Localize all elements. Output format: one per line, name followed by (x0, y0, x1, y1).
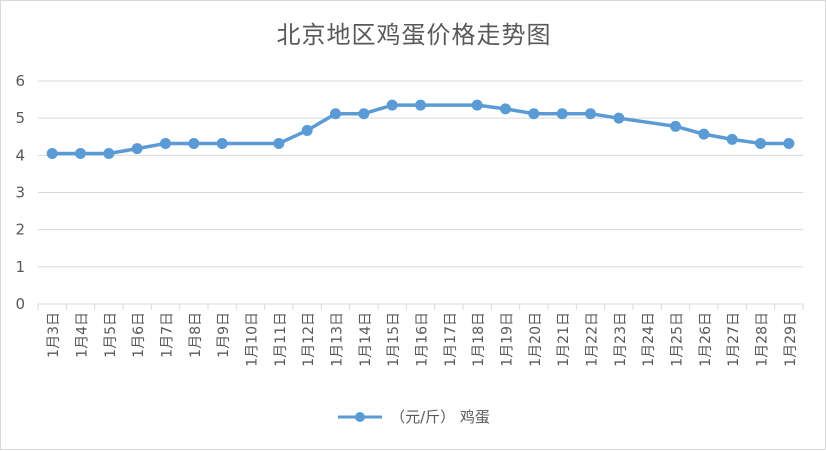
x-tick-label: 1月18日 (471, 312, 487, 367)
data-point (726, 133, 738, 145)
data-point (528, 108, 540, 120)
x-tick-label: 1月14日 (358, 312, 374, 367)
x-tick-label: 1月5日 (103, 312, 119, 358)
data-point (585, 108, 596, 120)
data-point (670, 120, 681, 132)
data-point (783, 137, 795, 149)
x-tick-label: 1月4日 (75, 312, 91, 358)
data-point (46, 147, 58, 159)
y-tick-label: 5 (15, 109, 25, 127)
data-point (330, 108, 341, 120)
y-tick-label: 3 (15, 184, 25, 202)
data-point (755, 137, 766, 149)
x-tick-label: 1月12日 (301, 312, 317, 367)
chart-title: 北京地区鸡蛋价格走势图 (276, 21, 552, 49)
data-point (471, 99, 483, 111)
data-point (301, 124, 313, 136)
data-point (216, 137, 228, 149)
data-point (188, 137, 200, 149)
legend-marker-icon (338, 411, 383, 422)
data-point (75, 147, 86, 159)
data-point (273, 137, 285, 149)
x-tick-label: 1月20日 (528, 312, 544, 367)
legend-label: （元/斤） 鸡蛋 (390, 408, 490, 426)
x-tick-label: 1月16日 (415, 312, 431, 367)
x-tick-label: 1月21日 (556, 312, 572, 367)
data-point (103, 147, 115, 159)
x-tick-label: 1月10日 (245, 312, 261, 367)
x-tick-label: 1月13日 (330, 312, 346, 367)
data-point (160, 137, 171, 149)
data-point (613, 112, 625, 124)
x-tick-label: 1月6日 (131, 312, 147, 358)
x-tick-label: 1月24日 (641, 312, 657, 367)
x-tick-label: 1月23日 (613, 312, 629, 367)
x-tick-label: 1月28日 (755, 312, 771, 367)
y-tick-label: 1 (15, 258, 25, 276)
x-tick-label: 1月7日 (160, 312, 176, 358)
legend: （元/斤） 鸡蛋 (1, 406, 826, 427)
data-point (131, 143, 143, 155)
data-point (358, 108, 370, 120)
x-tick-label: 1月9日 (216, 312, 232, 358)
data-point (386, 99, 398, 111)
x-tick-label: 1月22日 (585, 312, 601, 367)
x-tick-label: 1月27日 (726, 312, 742, 367)
x-tick-label: 1月17日 (443, 312, 459, 367)
x-tick-label: 1月29日 (783, 312, 799, 367)
data-point (500, 103, 511, 115)
x-tick-label: 1月3日 (46, 312, 62, 358)
data-point (415, 99, 426, 111)
x-tick-label: 1月19日 (500, 312, 516, 367)
x-tick-label: 1月8日 (188, 312, 204, 358)
x-tick-label: 1月26日 (698, 312, 714, 367)
x-tick-label: 1月25日 (670, 312, 686, 367)
data-point (698, 128, 710, 140)
x-tick-label: 1月11日 (273, 312, 289, 367)
y-tick-label: 4 (15, 146, 25, 164)
data-point (556, 108, 568, 120)
y-tick-label: 2 (15, 221, 25, 239)
y-tick-label: 0 (15, 295, 25, 313)
y-tick-label: 6 (15, 72, 25, 90)
x-tick-label: 1月15日 (386, 312, 402, 367)
